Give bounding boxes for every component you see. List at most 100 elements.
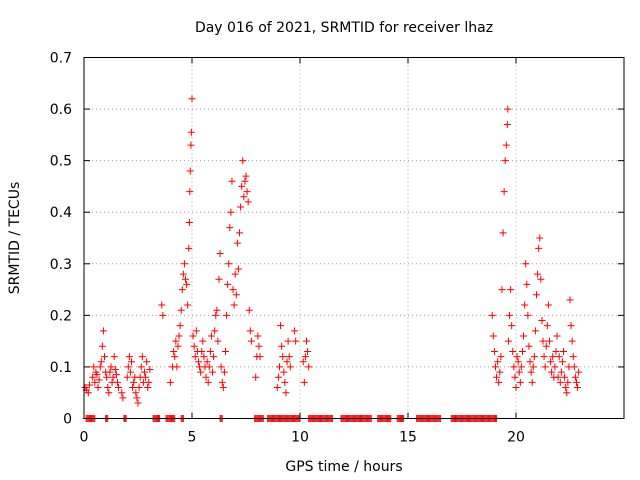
data-point — [544, 301, 552, 309]
data-point — [254, 332, 262, 340]
data-point — [189, 332, 197, 340]
data-point — [506, 311, 514, 319]
data-point — [123, 373, 131, 381]
data-point — [91, 378, 99, 386]
data-point — [554, 373, 562, 381]
data-point — [185, 244, 193, 252]
data-point — [557, 368, 565, 376]
data-point — [498, 286, 506, 294]
data-point — [212, 311, 220, 319]
data-point — [495, 378, 503, 386]
data-point — [224, 280, 232, 288]
data-point — [491, 363, 499, 371]
data-point — [187, 141, 195, 149]
data-point — [146, 366, 154, 374]
data-point — [126, 368, 134, 376]
data-point — [209, 368, 217, 376]
data-point — [545, 337, 553, 345]
data-point — [534, 270, 542, 278]
data-point — [217, 363, 225, 371]
data-point — [125, 353, 133, 361]
data-point — [138, 353, 146, 361]
data-point — [170, 347, 178, 355]
data-point — [568, 337, 576, 345]
data-point — [547, 358, 555, 366]
data-point — [518, 347, 526, 355]
data-point — [101, 353, 109, 361]
data-point — [97, 358, 105, 366]
data-point — [144, 384, 152, 392]
data-point — [112, 371, 120, 379]
data-point — [202, 373, 210, 381]
y-tick-label: 0.3 — [50, 257, 72, 273]
data-point — [145, 378, 153, 386]
data-point — [128, 358, 136, 366]
data-point — [549, 353, 557, 361]
data-point — [225, 260, 233, 268]
data-point — [214, 337, 222, 345]
data-point — [237, 203, 245, 211]
data-point — [496, 368, 504, 376]
data-point — [231, 270, 239, 278]
data-point — [218, 378, 226, 386]
data-point — [274, 373, 282, 381]
data-point — [90, 363, 98, 371]
data-point — [187, 128, 195, 136]
data-point — [563, 389, 571, 397]
data-point — [107, 363, 115, 371]
data-point — [539, 337, 547, 345]
data-point — [569, 353, 577, 361]
data-point — [501, 157, 509, 165]
data-point — [511, 373, 519, 381]
data-point — [489, 332, 497, 340]
data-point — [243, 188, 251, 196]
data-point — [85, 381, 93, 389]
data-point — [232, 291, 240, 299]
data-point — [280, 368, 288, 376]
data-point — [228, 177, 236, 185]
y-tick-label: 0.2 — [50, 308, 72, 324]
data-point — [205, 363, 213, 371]
data-point — [567, 322, 575, 330]
data-point — [522, 260, 530, 268]
data-point — [275, 363, 283, 371]
data-point — [174, 342, 182, 350]
data-point — [185, 219, 193, 227]
chart-title: Day 016 of 2021, SRMTID for receiver lha… — [195, 20, 493, 36]
data-point — [564, 378, 572, 386]
data-point — [521, 301, 529, 309]
data-point — [89, 373, 97, 381]
data-point — [575, 368, 583, 376]
data-point — [197, 368, 205, 376]
data-point — [556, 378, 564, 386]
data-point — [115, 384, 123, 392]
x-tick-label: 0 — [80, 430, 89, 446]
data-point — [221, 347, 229, 355]
data-point — [203, 358, 211, 366]
data-point — [104, 384, 112, 392]
data-point — [220, 368, 228, 376]
data-point — [166, 378, 174, 386]
y-tick-label: 0.6 — [50, 102, 72, 118]
data-point — [171, 353, 179, 361]
data-point — [158, 301, 166, 309]
data-point — [206, 347, 214, 355]
data-point — [255, 342, 263, 350]
y-axis-title: SRMTID / TECUs — [7, 182, 23, 295]
data-point — [281, 378, 289, 386]
axis-ticks: 0 0.1 0.2 0.3 0.4 0.5 0.6 0.7 0 5 10 15 20 — [50, 51, 624, 446]
data-point — [299, 358, 307, 366]
data-point — [536, 234, 544, 242]
data-point — [247, 337, 255, 345]
data-point — [291, 327, 299, 335]
data-point — [184, 301, 192, 309]
data-point — [540, 353, 548, 361]
data-point — [93, 371, 101, 379]
x-tick-label: 15 — [399, 430, 417, 446]
data-point — [234, 265, 242, 273]
data-point — [574, 384, 582, 392]
data-point — [103, 373, 111, 381]
data-point — [190, 342, 198, 350]
data-point — [526, 358, 534, 366]
data-point — [238, 182, 246, 190]
